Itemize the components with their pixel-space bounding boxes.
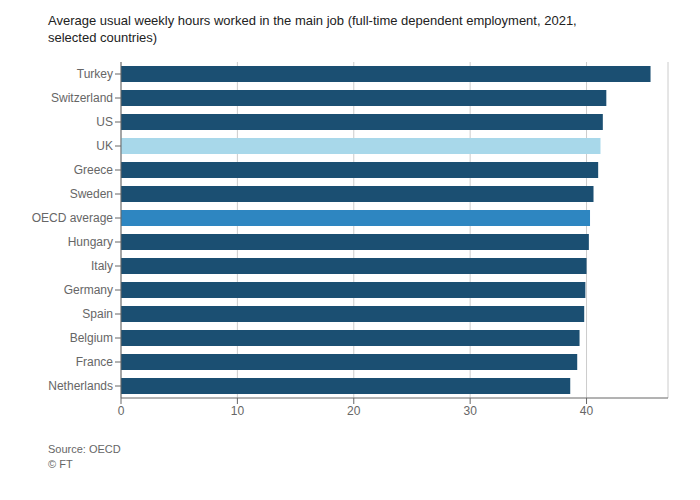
html-text:© FT: © FT <box>48 458 73 470</box>
svg-text:Switzerland: Switzerland <box>51 91 113 105</box>
svg-text:Hungary: Hungary <box>68 235 113 249</box>
svg-text:10: 10 <box>231 404 245 418</box>
svg-text:20: 20 <box>347 404 361 418</box>
svg-text:30: 30 <box>463 404 477 418</box>
html-text:selected countries): selected countries) <box>48 30 158 45</box>
svg-text:UK: UK <box>96 139 113 153</box>
svg-text:Sweden: Sweden <box>70 187 113 201</box>
svg-text:Germany: Germany <box>64 283 113 297</box>
svg-text:US: US <box>96 115 113 129</box>
svg-text:Belgium: Belgium <box>70 331 113 345</box>
svg-text:Turkey: Turkey <box>77 67 113 81</box>
svg-text:Netherlands: Netherlands <box>48 379 113 393</box>
svg-text:40: 40 <box>580 404 594 418</box>
svg-text:Greece: Greece <box>74 163 114 177</box>
svg-text:Spain: Spain <box>82 307 113 321</box>
html-text:Average usual weekly hours wor: Average usual weekly hours worked in the… <box>48 13 577 28</box>
svg-text:Italy: Italy <box>91 259 113 273</box>
svg-text:OECD average: OECD average <box>32 211 114 225</box>
html-text:Source: OECD: Source: OECD <box>48 443 121 455</box>
svg-text:0: 0 <box>118 404 125 418</box>
svg-text:France: France <box>76 355 114 369</box>
